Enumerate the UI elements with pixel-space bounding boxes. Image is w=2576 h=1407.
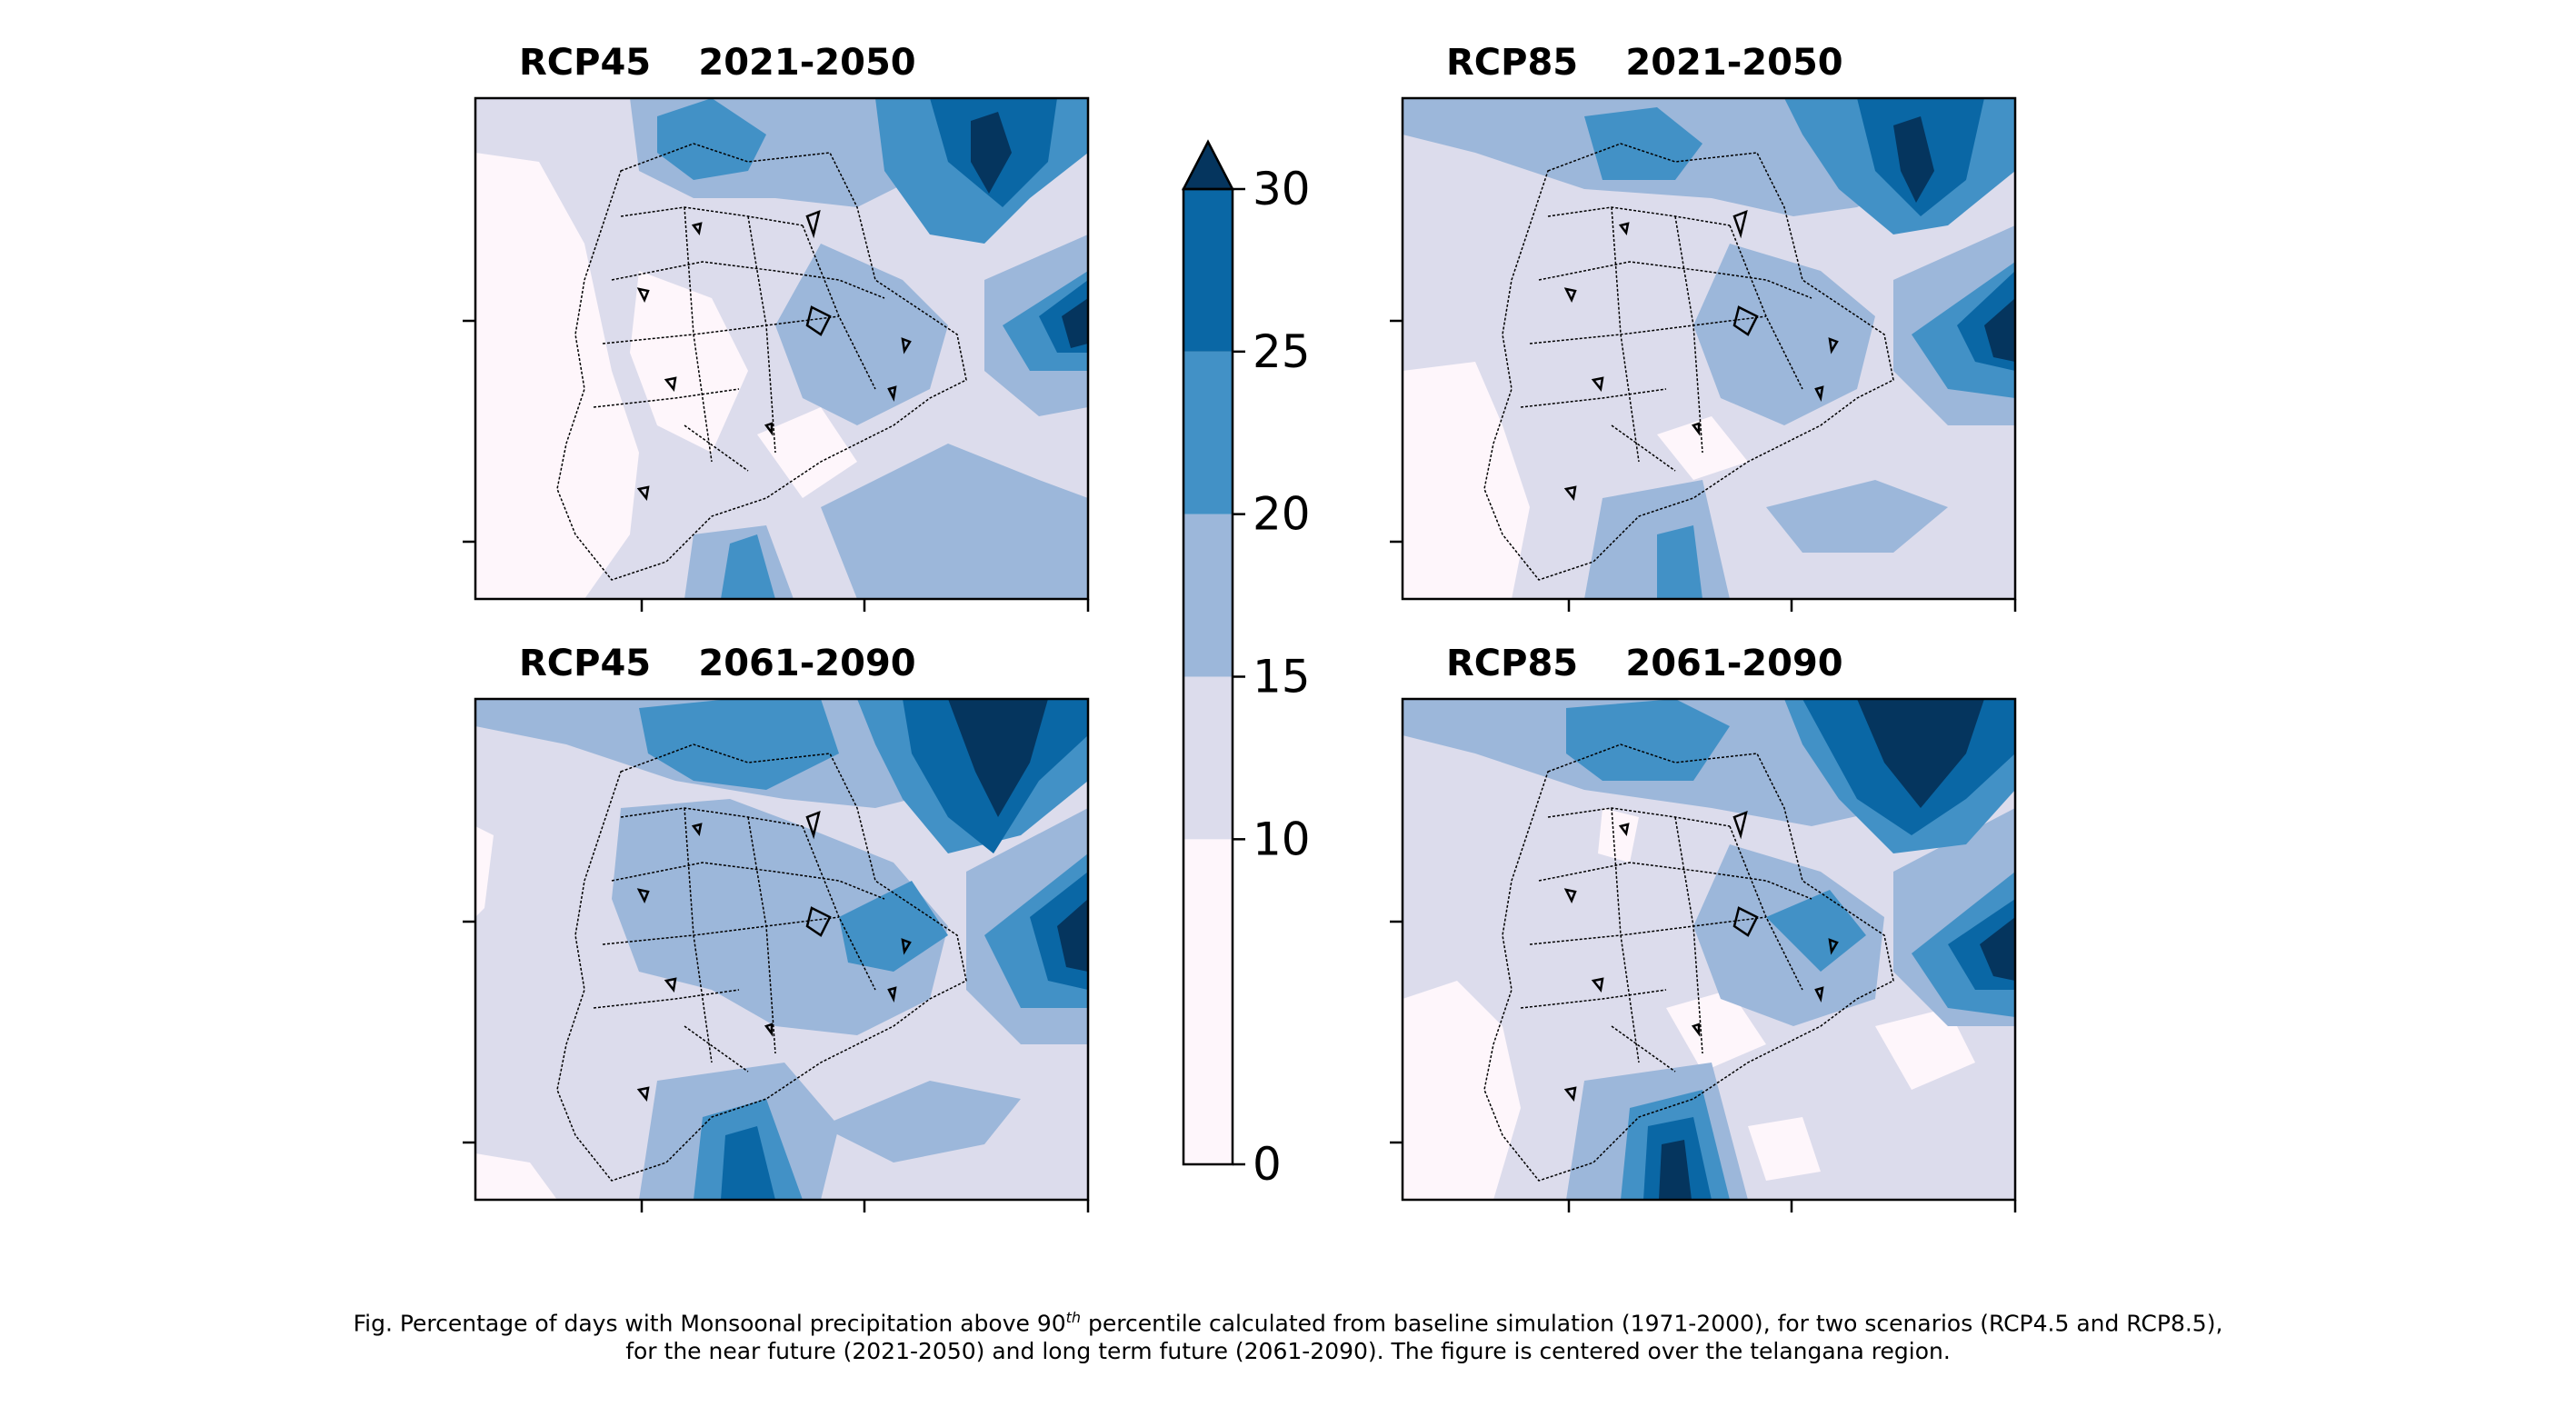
contour-band-20-25 xyxy=(1657,525,1702,599)
panel-rcp85-2021-2050: RCP85 2021-2050 xyxy=(1446,42,1843,84)
contour-band-0-10 xyxy=(1403,981,1521,1200)
caption-line1-end: percentile calculated from baseline simu… xyxy=(1081,1310,2223,1337)
contour-band-above-30 xyxy=(1659,1140,1692,1200)
contour-band-15-20 xyxy=(821,444,1088,599)
contour-band-20-25 xyxy=(1566,699,1730,781)
contour-band-15-20 xyxy=(775,244,948,425)
figure-caption-line2: for the near future (2021-2050) and long… xyxy=(625,1338,1951,1364)
colorbar-tick-label: 10 xyxy=(1253,813,1311,865)
colorbar-tick-label: 15 xyxy=(1253,651,1311,704)
city-outlines xyxy=(1563,810,1839,1102)
contour-band-0-10 xyxy=(1403,362,1530,599)
contour-band-15-20 xyxy=(612,799,948,1035)
axes-frame-rcp85-2021-2050 xyxy=(1390,96,2017,612)
colorbar-tick-label: 20 xyxy=(1253,488,1311,541)
panel-period-title: 2021-2050 xyxy=(698,42,915,84)
contour-band-above-30 xyxy=(1980,917,2015,981)
city-outlines xyxy=(636,209,912,501)
caption-line1-start: Fig. Percentage of days with Monsoonal p… xyxy=(353,1310,1066,1337)
panel-period-title: 2061-2090 xyxy=(1625,643,1842,684)
tick-marks xyxy=(463,920,1090,1212)
colorbar-band xyxy=(1183,351,1233,514)
contour-band-0-10 xyxy=(475,826,494,917)
contour-field-rcp85-2061-2090 xyxy=(1403,699,2015,1200)
colorbar-band xyxy=(1183,514,1233,677)
contour-band-15-20 xyxy=(1766,480,1948,553)
axes-frame-rcp45-2021-2050 xyxy=(463,96,1090,612)
contour-band-0-10 xyxy=(475,153,639,599)
contour-band-0-10 xyxy=(1598,808,1639,863)
contour-field-rcp45-2021-2050 xyxy=(475,98,1088,599)
contour-band-15-20 xyxy=(1693,244,1875,425)
figure-caption: Fig. Percentage of days with Monsoonal p… xyxy=(0,1303,2576,1338)
contour-band-0-10 xyxy=(1748,1117,1821,1181)
colorbar-band xyxy=(1183,839,1233,1164)
contour-band-20-25 xyxy=(721,534,775,599)
city-outlines xyxy=(636,810,912,1102)
contour-band-above-30 xyxy=(1062,298,1088,348)
contour-band-0-10 xyxy=(630,271,748,453)
contour-band-0-10 xyxy=(1666,990,1766,1072)
contour-band-0-10 xyxy=(475,1153,557,1200)
panel-scenario-title: RCP85 xyxy=(1446,42,1578,84)
contour-band-above-30 xyxy=(1857,699,1984,808)
colorbar-bands xyxy=(1183,189,1233,1164)
tick-marks xyxy=(463,319,1090,612)
colorbar-tick-label: 0 xyxy=(1253,1138,1282,1191)
district-boundaries xyxy=(1483,143,1894,581)
district-boundaries xyxy=(556,143,967,581)
axes-frame-rcp85-2061-2090 xyxy=(1390,697,2017,1212)
contour-band-20-25 xyxy=(657,98,766,180)
contour-band-0-10 xyxy=(1875,1008,1975,1090)
colorbar-ticks: 0 10 15 20 25 30 xyxy=(1233,163,1311,1191)
contour-band-20-25 xyxy=(839,881,948,972)
panel-period-title: 2061-2090 xyxy=(698,643,915,684)
caption-superscript: th xyxy=(1065,1309,1082,1326)
contour-band-25-30 xyxy=(721,1126,775,1200)
colorbar-tick-label: 25 xyxy=(1253,325,1311,378)
city-outlines xyxy=(1563,209,1839,501)
contour-band-above-30 xyxy=(1057,899,1088,972)
panel-scenario-title: RCP45 xyxy=(519,643,651,684)
panel-period-title: 2021-2050 xyxy=(1625,42,1842,84)
panel-scenario-title: RCP45 xyxy=(519,42,651,84)
colorbar-extend-arrow xyxy=(1181,139,1235,191)
contour-band-above-30 xyxy=(1893,116,1934,203)
contour-band-above-30 xyxy=(948,699,1048,817)
panel-rcp45-2021-2050: RCP45 2021-2050 xyxy=(519,42,916,84)
contour-field-rcp85-2021-2050 xyxy=(1403,98,2015,599)
panel-rcp45-2061-2090: RCP45 2061-2090 xyxy=(519,643,916,684)
district-boundaries xyxy=(1483,743,1894,1182)
contour-band-20-25 xyxy=(639,699,839,790)
tick-marks xyxy=(1390,920,2017,1212)
contour-band-15-20 xyxy=(821,1081,1021,1163)
contour-band-20-25 xyxy=(1584,107,1702,180)
colorbar: 0 10 15 20 25 30 xyxy=(1181,139,1311,1191)
contour-band-20-25 xyxy=(1766,890,1866,972)
colorbar-band xyxy=(1183,189,1233,352)
contour-band-0-10 xyxy=(757,407,857,498)
contour-field-rcp45-2061-2090 xyxy=(475,699,1088,1200)
district-boundaries xyxy=(556,743,967,1182)
axes-frame-rcp45-2061-2090 xyxy=(463,697,1090,1212)
colorbar-tick-label: 30 xyxy=(1253,163,1311,215)
contour-band-above-30 xyxy=(1984,298,2015,362)
contour-band-above-30 xyxy=(971,112,1012,194)
colorbar-band xyxy=(1183,676,1233,840)
panel-scenario-title: RCP85 xyxy=(1446,643,1578,684)
panel-rcp85-2061-2090: RCP85 2061-2090 xyxy=(1446,643,1843,684)
tick-marks xyxy=(1390,319,2017,612)
